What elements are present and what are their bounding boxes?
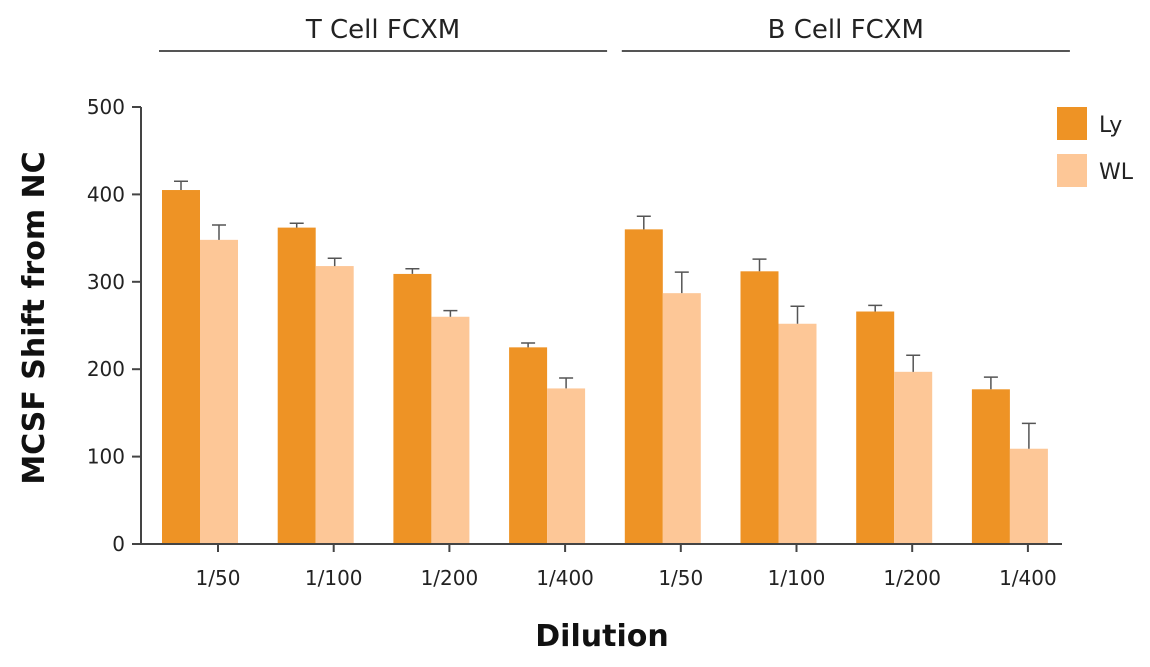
error-bar-wl-7 bbox=[906, 354, 921, 372]
y-tick-label: 100 bbox=[87, 445, 125, 469]
bar-ly-4 bbox=[509, 347, 548, 544]
group-label-2: B Cell FCXM bbox=[768, 15, 924, 45]
error-bar-ly-3 bbox=[405, 267, 420, 274]
bar-ly-2 bbox=[277, 227, 316, 544]
x-tick-label: 1/200 bbox=[883, 566, 941, 590]
error-bar-ly-2 bbox=[289, 222, 304, 228]
x-ticks: 1/50 1/100 1/200 1/400 1/50 1/100 1/200 1/400 bbox=[196, 544, 1057, 590]
y-tick-label: 200 bbox=[87, 357, 125, 381]
error-bar-wl-2 bbox=[327, 257, 342, 267]
error-bars bbox=[174, 180, 1036, 449]
bar-ly-3 bbox=[393, 273, 432, 544]
error-bar-ly-6 bbox=[752, 258, 767, 272]
error-bar-wl-3 bbox=[443, 309, 458, 317]
x-tick-label: 1/50 bbox=[196, 566, 241, 590]
error-bar-ly-1 bbox=[174, 180, 188, 191]
legend-swatch-wl bbox=[1057, 154, 1087, 187]
x-tick-label: 1/400 bbox=[999, 566, 1057, 590]
bar-wl-2 bbox=[315, 266, 354, 544]
bar-wl-7 bbox=[894, 371, 933, 544]
error-bar-wl-8 bbox=[1021, 422, 1036, 449]
x-tick-label: 1/400 bbox=[536, 566, 594, 590]
legend-label-wl: WL bbox=[1099, 160, 1134, 185]
y-tick-label: 300 bbox=[87, 270, 125, 294]
y-tick-label: 400 bbox=[87, 182, 125, 206]
bars bbox=[162, 190, 1048, 545]
bar-wl-3 bbox=[431, 316, 470, 544]
legend: Ly WL bbox=[1057, 107, 1134, 187]
group-headers: T Cell FCXM B Cell FCXM bbox=[159, 15, 1070, 52]
error-bar-wl-4 bbox=[559, 377, 574, 389]
bar-wl-4 bbox=[547, 388, 586, 544]
error-bar-wl-1 bbox=[212, 224, 226, 240]
axes bbox=[140, 107, 1062, 545]
x-tick-label: 1/200 bbox=[421, 566, 479, 590]
bar-ly-8 bbox=[971, 389, 1010, 544]
bar-wl-6 bbox=[778, 323, 817, 544]
y-tick-label: 500 bbox=[87, 95, 125, 119]
y-ticks: 0 100 200 300 400 500 bbox=[87, 95, 141, 556]
bar-ly-6 bbox=[740, 271, 779, 544]
error-bar-wl-6 bbox=[790, 305, 805, 324]
x-axis-title: Dilution bbox=[535, 619, 668, 654]
x-tick-label: 1/100 bbox=[305, 566, 363, 590]
bar-wl-8 bbox=[1009, 448, 1048, 544]
legend-label-ly: Ly bbox=[1099, 113, 1122, 138]
y-axis-title: MCSF Shift from NC bbox=[17, 151, 52, 484]
group-label-1: T Cell FCXM bbox=[305, 15, 460, 45]
bar-ly-5 bbox=[624, 229, 663, 545]
error-bar-wl-5 bbox=[674, 271, 689, 294]
y-tick-label: 0 bbox=[112, 532, 125, 556]
x-tick-label: 1/100 bbox=[768, 566, 826, 590]
error-bar-ly-4 bbox=[521, 342, 536, 348]
bar-ly-7 bbox=[856, 311, 895, 544]
error-bar-ly-5 bbox=[636, 215, 651, 230]
legend-swatch-ly bbox=[1057, 107, 1087, 140]
x-tick-label: 1/50 bbox=[658, 566, 703, 590]
bar-wl-5 bbox=[662, 293, 701, 544]
bar-ly-1 bbox=[162, 190, 200, 544]
error-bar-ly-8 bbox=[983, 376, 998, 390]
bar-wl-1 bbox=[200, 239, 238, 544]
error-bar-ly-7 bbox=[868, 304, 883, 312]
